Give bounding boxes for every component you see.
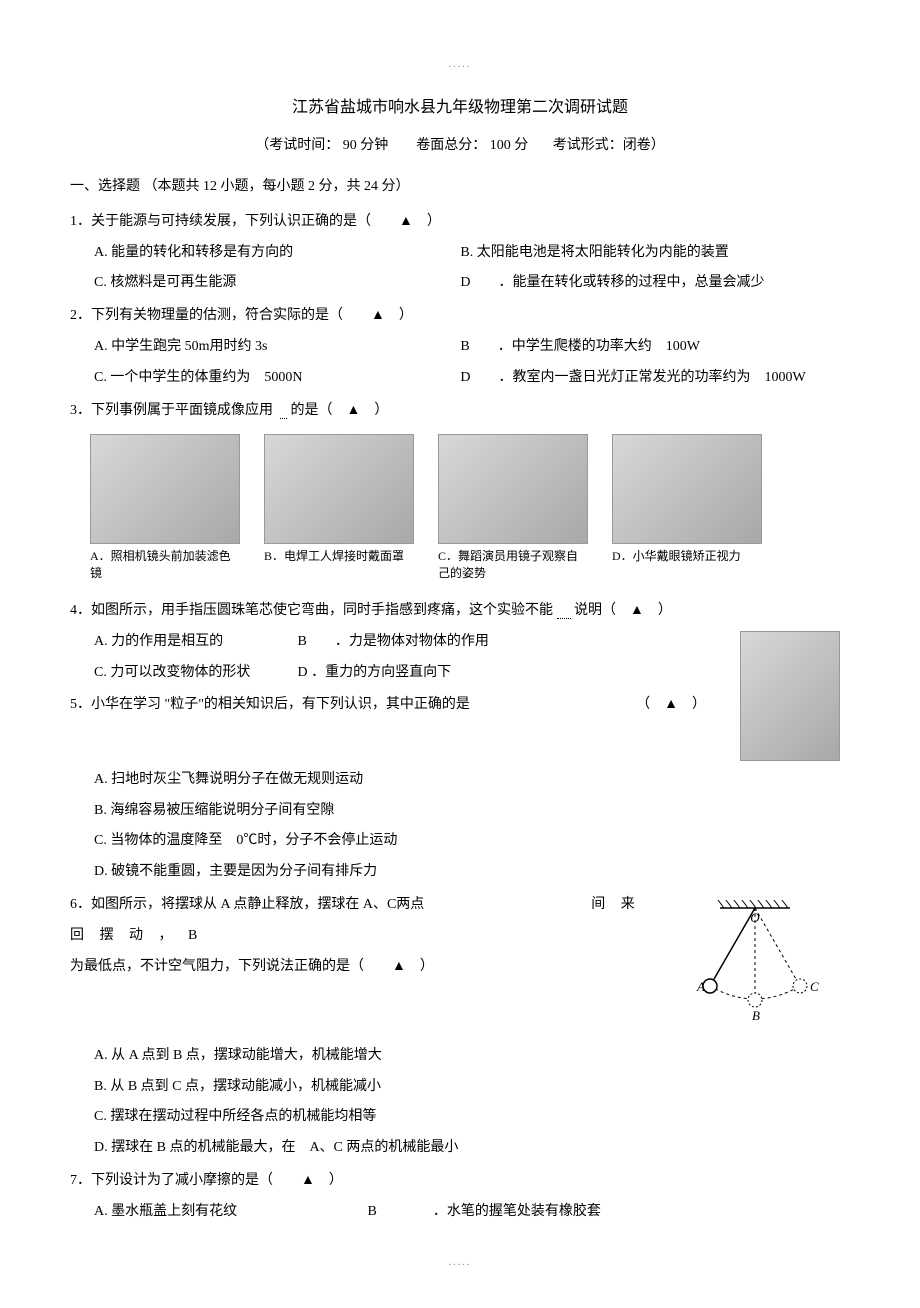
question-2: 2．下列有关物理量的估测，符合实际的是（ ▲ ） A. 中学生跑完 50m用时约… — [70, 301, 850, 393]
q3-image-c — [438, 434, 588, 544]
q5-stem-tail: （ ▲ ） — [636, 690, 706, 721]
q2-option-a: A. 中学生跑完 50m用时约 3s — [94, 332, 457, 363]
q3-image-a — [90, 434, 240, 544]
q5-option-c: C. 当物体的温度降至 0℃时，分子不会停止运动 — [94, 826, 835, 857]
q1-option-d: D ．能量在转化或转移的过程中，总量会减少 — [460, 268, 823, 299]
q2-option-d: D ．教室内一盏日光灯正常发光的功率约为 1000W — [460, 363, 823, 394]
q5-stem-row: 5．小华在学习 "粒子"的相关知识后，有下列认识，其中正确的是 （ ▲ ） — [70, 690, 850, 721]
q4-stem-pre: 4．如图所示，用手指压圆珠笔芯使它弯曲，同时手指感到疼痛，这个实验不能 — [70, 603, 553, 618]
exam-title: 江苏省盐城市响水县九年级物理第二次调研试题 — [70, 90, 850, 125]
q3-image-d-cell: D．小华戴眼镜矫正视力 — [612, 434, 762, 582]
subtitle-score-num: 100 — [490, 138, 511, 153]
q5-stem: 5．小华在学习 "粒子"的相关知识后，有下列认识，其中正确的是 — [70, 697, 470, 712]
q1-option-c: C. 核燃料是可再生能源 — [94, 268, 457, 299]
q6-label-b: B — [752, 1008, 760, 1023]
exam-subtitle: （考试时间： 90 分钟 卷面总分： 100 分 考试形式：闭卷） — [70, 131, 850, 162]
q7-option-a: A. 墨水瓶盖上刻有花纹 — [94, 1197, 364, 1228]
q4-stem: 4．如图所示，用手指压圆珠笔芯使它弯曲，同时手指感到疼痛，这个实验不能 说明（ … — [70, 596, 850, 627]
question-3: 3．下列事例属于平面镜成像应用 的是（ ▲ ） A．照相机镜头前加装滤色镜 B．… — [70, 396, 850, 582]
q3-image-a-cell: A．照相机镜头前加装滤色镜 — [90, 434, 240, 582]
q3-caption-a: A．照相机镜头前加装滤色镜 — [90, 548, 240, 582]
subtitle-prefix: （考试时间： — [255, 138, 339, 153]
q4-option-b: B ．力是物体对物体的作用 — [298, 627, 489, 658]
q6-stem1-pre: 6．如图所示，将摆球从 A 点静止释放，摆球在 A、C两点 — [70, 897, 424, 912]
q6-option-d: D. 摆球在 B 点的机械能最大，在 A、C 两点的机械能最小 — [94, 1133, 835, 1164]
q3-caption-c: C．舞蹈演员用镜子观察自己的姿势 — [438, 548, 588, 582]
q3-image-d — [612, 434, 762, 544]
q5-option-b: B. 海绵容易被压缩能说明分子间有空隙 — [94, 796, 835, 827]
q6-label-a: A — [696, 979, 705, 994]
section-1-heading: 一、选择题 （本题共 12 小题，每小题 2 分，共 24 分） — [70, 172, 850, 203]
q3-image-b — [264, 434, 414, 544]
q4-option-a: A. 力的作用是相互的 — [94, 627, 294, 658]
q4-stem-post: 说明（ ▲ ） — [574, 603, 672, 618]
q1-stem: 1．关于能源与可持续发展，下列认识正确的是（ ▲ ） — [70, 207, 850, 238]
q6-option-a: A. 从 A 点到 B 点，摆球动能增大，机械能增大 — [94, 1041, 835, 1072]
q2-option-c: C. 一个中学生的体重约为 5000N — [94, 363, 457, 394]
q6-option-c: C. 摆球在摆动过程中所经各点的机械能均相等 — [94, 1102, 835, 1133]
question-1: 1．关于能源与可持续发展，下列认识正确的是（ ▲ ） A. 能量的转化和转移是有… — [70, 207, 850, 299]
q3-image-row: A．照相机镜头前加装滤色镜 B．电焊工人焊接时戴面罩 C．舞蹈演员用镜子观察自己… — [70, 434, 850, 582]
q2-stem: 2．下列有关物理量的估测，符合实际的是（ ▲ ） — [70, 301, 850, 332]
subtitle-score-label: 卷面总分： — [416, 138, 486, 153]
q3-caption-d: D．小华戴眼镜矫正视力 — [612, 548, 762, 565]
question-7: 7．下列设计为了减小摩擦的是（ ▲ ） A. 墨水瓶盖上刻有花纹 B ．水笔的握… — [70, 1166, 850, 1228]
q2-option-b: B ．中学生爬楼的功率大约 100W — [460, 332, 823, 363]
question-4: 4．如图所示，用手指压圆珠笔芯使它弯曲，同时手指感到疼痛，这个实验不能 说明（ … — [70, 596, 850, 688]
q3-stem: 3．下列事例属于平面镜成像应用 的是（ ▲ ） — [70, 396, 850, 427]
subtitle-score-unit: 分 — [514, 138, 528, 153]
q5-option-a: A. 扫地时灰尘飞舞说明分子在做无规则运动 — [94, 765, 835, 796]
q6-option-b: B. 从 B 点到 C 点，摆球动能减小，机械能减小 — [94, 1072, 835, 1103]
q1-option-b: B. 太阳能电池是将太阳能转化为内能的装置 — [460, 238, 823, 269]
subtitle-time-unit: 分钟 — [360, 138, 388, 153]
q5-option-d: D. 破镜不能重圆，主要是因为分子间有排斥力 — [94, 857, 835, 888]
subtitle-time-num: 90 — [343, 138, 357, 153]
q3-stem-pre: 3．下列事例属于平面镜成像应用 — [70, 403, 273, 418]
q3-stem-blank — [280, 403, 287, 419]
q7-option-b: B ．水笔的握笔处装有橡胶套 — [368, 1197, 601, 1228]
q4-option-c: C. 力可以改变物体的形状 — [94, 658, 294, 689]
q4-option-d: D ．重力的方向竖直向下 — [298, 658, 452, 689]
page-dots-top: ..... — [70, 60, 850, 70]
q6-label-c: C — [810, 979, 819, 994]
q7-stem: 7．下列设计为了减小摩擦的是（ ▲ ） — [70, 1166, 850, 1197]
q3-stem-mid: 的是（ ▲ ） — [291, 403, 389, 418]
question-6: O A B C 6．如图所示，将摆球从 A 点静止释放，摆球在 A、C两点 间 … — [70, 890, 850, 1164]
q3-caption-b: B．电焊工人焊接时戴面罩 — [264, 548, 414, 565]
question-5: 5．小华在学习 "粒子"的相关知识后，有下列认识，其中正确的是 （ ▲ ） A.… — [70, 690, 850, 888]
q4-underline — [557, 603, 571, 619]
q3-image-b-cell: B．电焊工人焊接时戴面罩 — [264, 434, 414, 582]
q3-image-c-cell: C．舞蹈演员用镜子观察自己的姿势 — [438, 434, 588, 582]
page-dots-bottom: ..... — [70, 1258, 850, 1268]
q6-figure: O A B C — [680, 894, 830, 1037]
subtitle-format: 考试形式：闭卷） — [553, 138, 665, 153]
q1-option-a: A. 能量的转化和转移是有方向的 — [94, 238, 457, 269]
